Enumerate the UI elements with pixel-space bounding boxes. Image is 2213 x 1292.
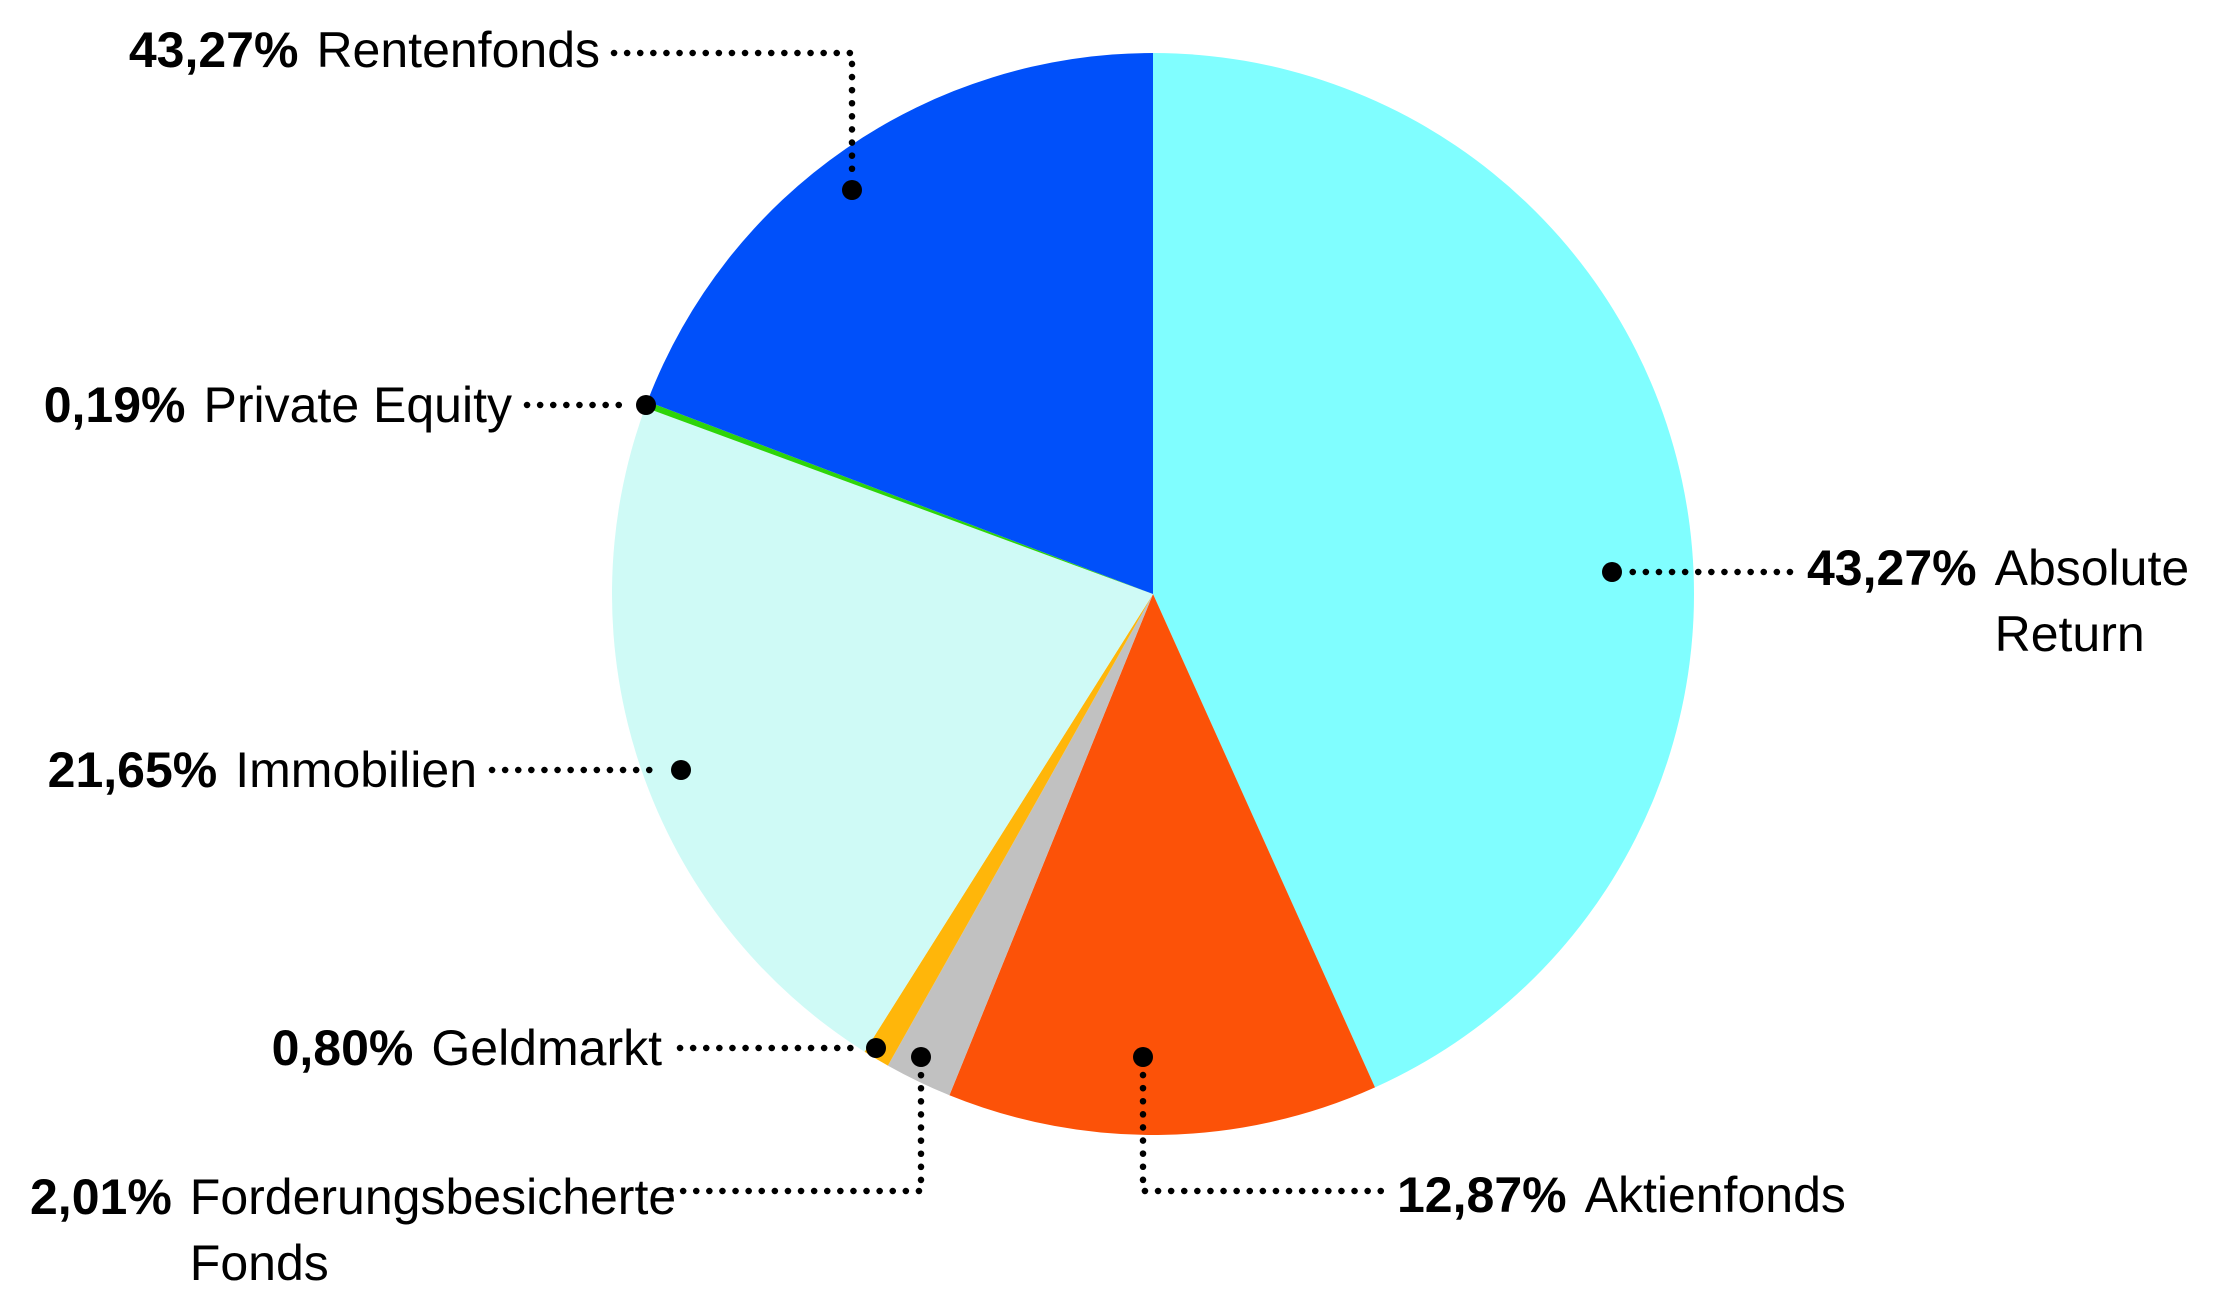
geldmarkt-name: Geldmarkt [431, 1020, 662, 1076]
label-forderungsbesicherte-fonds: 2,01% Forderungsbesicherte Fonds [30, 1164, 676, 1292]
dot-geldmarkt [866, 1038, 886, 1058]
absolute-return-percentage: 43,27% [1807, 540, 1977, 596]
private-equity-percentage: 0,19% [43, 377, 186, 433]
forderungsbesicherte-fonds-name: Forderungsbesicherte Fonds [189, 1169, 677, 1291]
label-immobilien: 21,65% Immobilien [48, 737, 477, 803]
private-equity-name: Private Equity [203, 377, 512, 433]
immobilien-percentage: 21,65% [47, 742, 218, 798]
dot-immobilien [671, 760, 691, 780]
aktienfonds-percentage: 12,87% [1397, 1167, 1567, 1223]
leader-rentenfonds [610, 49, 856, 176]
geldmarkt-percentage: 0,80% [271, 1020, 414, 1076]
aktienfonds-name: Aktienfonds [1584, 1167, 1846, 1223]
label-private-equity: 0,19% Private Equity [44, 372, 512, 438]
pie-slice-geldmarkt [864, 594, 1153, 1066]
pie-slice-absolute-return [1153, 53, 1695, 1088]
label-aktienfonds: 12,87% Aktienfonds [1397, 1162, 1846, 1228]
dot-rentenfonds [842, 180, 862, 200]
dot-forderungsbesicherte-fonds [911, 1047, 931, 1067]
label-geldmarkt: 0,80% Geldmarkt [272, 1015, 662, 1081]
dot-aktienfonds [1133, 1047, 1153, 1067]
pie-slice-immobilien [611, 407, 1153, 1052]
immobilien-name: Immobilien [235, 742, 477, 798]
pie-slice-private-equity [645, 401, 1153, 594]
pie-slices-group [611, 53, 1695, 1136]
rentenfonds-percentage: 43,27% [128, 22, 299, 78]
dot-absolute-return [1602, 562, 1622, 582]
dot-private-equity [636, 395, 656, 415]
absolute-return-name: Absolute Return [1994, 540, 2190, 662]
pie-slice-forderungsbesicherte-fonds [887, 594, 1153, 1096]
label-rentenfonds: 43,27% Rentenfonds [129, 17, 600, 83]
label-absolute-return: 43,27% Absolute Return [1807, 535, 2189, 667]
forderungsbesicherte-fonds-percentage: 2,01% [30, 1169, 172, 1225]
leader-aktienfonds [1139, 1071, 1388, 1195]
leader-forderungsbesicherte-fonds [666, 1071, 925, 1195]
rentenfonds-name: Rentenfonds [316, 22, 600, 78]
pie-slice-rentenfonds [647, 53, 1153, 594]
pie-slice-aktienfonds [949, 594, 1376, 1136]
